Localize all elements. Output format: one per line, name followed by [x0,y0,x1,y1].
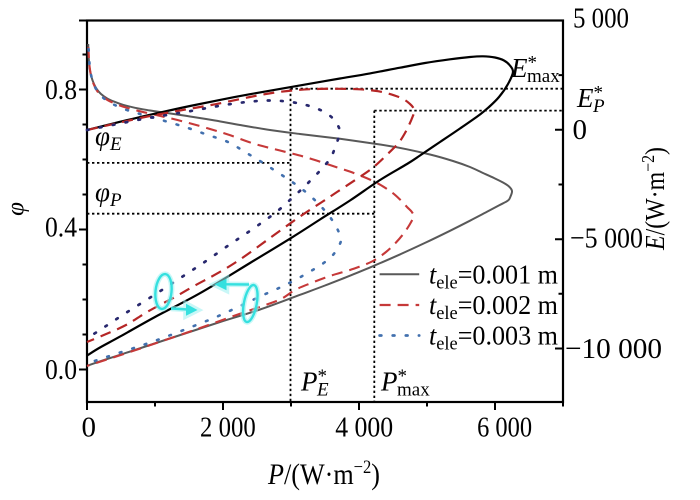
svg-text:0.8: 0.8 [45,74,77,106]
svg-text:0: 0 [82,412,97,444]
svg-text:E*max: E* max [510,53,560,88]
svg-text:E/(W·m−2): E/(W·m−2) [638,147,670,251]
svg-text:tele=0.001 m: tele=0.001 m [429,259,558,293]
svg-text:−5 000: −5 000 [570,223,643,255]
svg-text:6 000: 6 000 [477,412,532,444]
svg-text:4 000: 4 000 [335,412,393,444]
svg-text:φ: φ [3,202,30,216]
svg-text:P*E: P* E [300,366,329,401]
svg-text:0.4: 0.4 [45,212,77,244]
svg-text:tele=0.003 m: tele=0.003 m [429,321,558,355]
svg-text:P*max: P* max [380,366,430,401]
svg-text:5 000: 5 000 [573,3,629,35]
svg-text:0.0: 0.0 [45,354,77,386]
svg-text:E*P: E* P [576,83,605,118]
svg-text:tele=0.002 m: tele=0.002 m [429,290,558,324]
svg-text:−10 000: −10 000 [565,333,662,365]
svg-text:0: 0 [573,114,588,146]
svg-text:2 000: 2 000 [200,412,256,444]
